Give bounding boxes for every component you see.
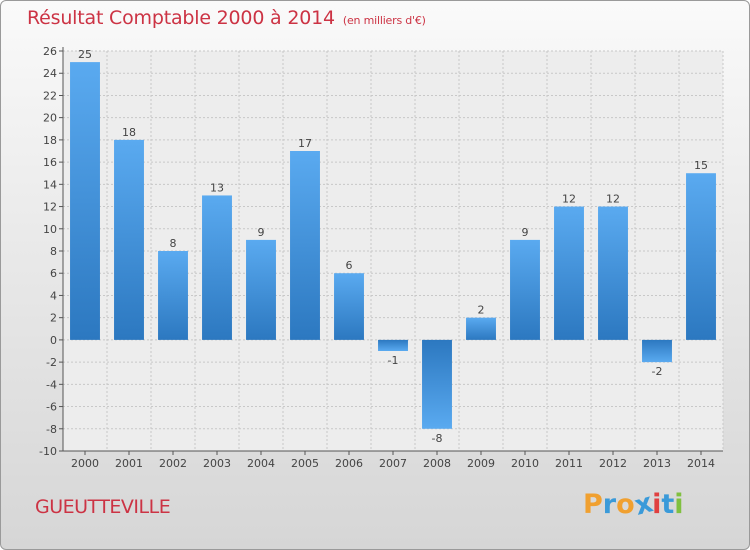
commune-name: GUEUTTEVILLE bbox=[35, 496, 171, 518]
data-label-2009: 2 bbox=[478, 304, 485, 317]
y-tick-label: 18 bbox=[43, 134, 57, 147]
data-label-2007: -1 bbox=[388, 354, 399, 367]
data-label-2000: 25 bbox=[78, 48, 92, 61]
x-tick-label: 2013 bbox=[643, 457, 671, 470]
bar-2014 bbox=[686, 173, 716, 340]
data-label-2002: 8 bbox=[170, 237, 177, 250]
bar-2001 bbox=[114, 139, 144, 340]
logo-letter: o bbox=[616, 489, 635, 520]
data-label-2013: -2 bbox=[652, 365, 663, 378]
x-tick-label: 2002 bbox=[159, 457, 187, 470]
logo-letter: i bbox=[652, 489, 662, 520]
bar-2012 bbox=[598, 206, 628, 340]
data-label-2006: 6 bbox=[346, 259, 353, 272]
bar-2013 bbox=[642, 339, 672, 363]
bar-2008 bbox=[422, 339, 452, 429]
bar-2000 bbox=[70, 62, 100, 340]
y-tick-label: -4 bbox=[46, 378, 57, 391]
x-tick-label: 2011 bbox=[555, 457, 583, 470]
data-label-2005: 17 bbox=[298, 137, 312, 150]
x-tick-label: 2007 bbox=[379, 457, 407, 470]
x-tick-label: 2012 bbox=[599, 457, 627, 470]
data-labels: 25 18 8 13 9 17 6 -1 -8 2 9 12 12 -2 15 bbox=[78, 48, 708, 445]
y-tick-label: 24 bbox=[43, 67, 57, 80]
y-tick-label: 14 bbox=[43, 178, 57, 191]
y-tick-label: -2 bbox=[46, 356, 57, 369]
proxiti-logo: Proxiti bbox=[583, 487, 684, 521]
bar-2005 bbox=[290, 151, 320, 340]
bar-2007 bbox=[378, 339, 408, 351]
data-label-2011: 12 bbox=[562, 193, 576, 206]
data-label-2014: 15 bbox=[694, 159, 708, 172]
y-tick-label: -6 bbox=[46, 401, 57, 414]
bar-2006 bbox=[334, 273, 364, 340]
data-label-2010: 9 bbox=[522, 226, 529, 239]
y-tick-label: 4 bbox=[50, 289, 57, 302]
y-tick-label: 22 bbox=[43, 89, 57, 102]
y-tick-label: 10 bbox=[43, 223, 57, 236]
logo-letter: i bbox=[674, 489, 684, 520]
x-tick-label: 2004 bbox=[247, 457, 275, 470]
bar-2011 bbox=[554, 206, 584, 340]
y-tick-label: 2 bbox=[50, 312, 57, 325]
x-tick-label: 2000 bbox=[71, 457, 99, 470]
y-tick-label: 26 bbox=[43, 45, 57, 58]
x-tick-label: 2001 bbox=[115, 457, 143, 470]
y-tick-label: 20 bbox=[43, 112, 57, 125]
chart-title: Résultat Comptable 2000 à 2014 (en millie… bbox=[27, 7, 426, 29]
bars bbox=[70, 62, 716, 429]
data-label-2008: -8 bbox=[432, 432, 443, 445]
data-label-2004: 9 bbox=[258, 226, 265, 239]
y-tick-label: 8 bbox=[50, 245, 57, 258]
y-tick-label: 16 bbox=[43, 156, 57, 169]
bar-2003 bbox=[202, 195, 232, 340]
x-tick-label: 2010 bbox=[511, 457, 539, 470]
bar-2004 bbox=[246, 239, 276, 340]
bar-2010 bbox=[510, 239, 540, 340]
y-tick-label: 12 bbox=[43, 201, 57, 214]
x-tick-label: 2006 bbox=[335, 457, 363, 470]
x-tick-label: 2014 bbox=[687, 457, 715, 470]
data-label-2001: 18 bbox=[122, 126, 136, 139]
y-tick-label: -8 bbox=[46, 423, 57, 436]
x-tick-label: 2005 bbox=[291, 457, 319, 470]
y-tick-label: 0 bbox=[50, 334, 57, 347]
logo-letter: r bbox=[602, 489, 617, 520]
bar-2002 bbox=[158, 251, 188, 340]
x-tick-label: 2008 bbox=[423, 457, 451, 470]
x-tick-label: 2003 bbox=[203, 457, 231, 470]
y-tick-label: 6 bbox=[50, 267, 57, 280]
bar-2009 bbox=[466, 317, 496, 340]
chart-title-text: Résultat Comptable 2000 à 2014 bbox=[27, 7, 335, 29]
x-tick-label: 2009 bbox=[467, 457, 495, 470]
data-label-2003: 13 bbox=[210, 181, 224, 194]
y-tick-label: -10 bbox=[39, 445, 57, 458]
chart-subtitle: (en milliers d'€) bbox=[342, 14, 426, 27]
logo-letter: t bbox=[661, 489, 675, 520]
data-label-2012: 12 bbox=[606, 193, 620, 206]
logo-letter: P bbox=[583, 489, 603, 520]
